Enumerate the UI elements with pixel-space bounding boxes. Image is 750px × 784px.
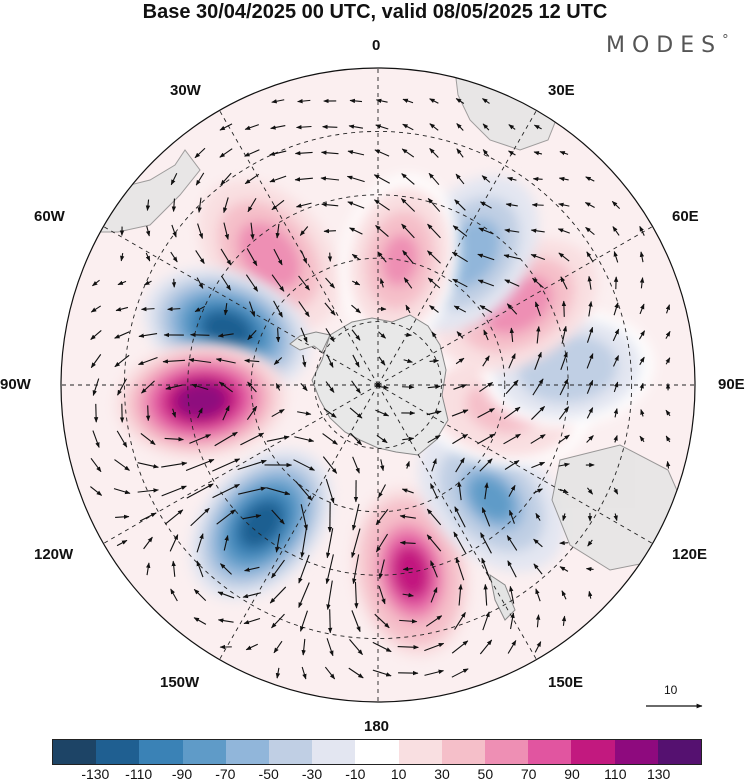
wind-vector <box>174 279 175 287</box>
label-lon-90e: 90E <box>718 376 745 393</box>
colorbar-tick-label: -130 <box>81 766 109 782</box>
label-lon-90w: 90W <box>0 376 31 393</box>
wind-vector <box>323 127 338 128</box>
wind-vector <box>564 301 565 317</box>
colorbar-ticks: -130 -110 -90 -70 -50 -30 -10 10 30 50 70 90 110 130 <box>52 766 702 784</box>
label-lon-30w: 30W <box>170 82 201 99</box>
label-lon-60w: 60W <box>34 208 65 225</box>
wind-vector <box>324 231 336 232</box>
wind-vector <box>168 309 181 310</box>
colorbar-bin <box>53 740 96 764</box>
colorbar-bin <box>485 740 528 764</box>
wind-vector <box>191 335 210 336</box>
label-lon-120e: 120E <box>672 546 707 563</box>
wind-vector <box>141 309 154 310</box>
pole-marker <box>376 383 380 387</box>
colorbar-bin <box>571 740 614 764</box>
colorbar-tick-label: -50 <box>259 766 279 782</box>
colorbar-bin <box>355 740 398 764</box>
colorbar-tick-label: 110 <box>604 766 626 782</box>
colorbar-bin <box>96 740 139 764</box>
wind-vector <box>560 543 568 544</box>
colorbar-bin <box>528 740 571 764</box>
reference-vector-label: 10 <box>664 683 677 697</box>
colorbar-bin <box>139 740 182 764</box>
label-lon-60e: 60E <box>672 208 699 225</box>
wind-vector <box>402 387 414 388</box>
label-lon-30e: 30E <box>548 82 575 99</box>
wind-vector <box>532 205 543 206</box>
wind-vector <box>533 179 542 180</box>
colorbar-bin <box>269 740 312 764</box>
colorbar-bin <box>442 740 485 764</box>
wind-vector <box>148 405 149 420</box>
colorbar-bin <box>312 740 355 764</box>
colorbar-tick-label: -90 <box>172 766 192 782</box>
colorbar-tick-label: 30 <box>434 766 450 782</box>
colorbar-tick-label: -30 <box>302 766 322 782</box>
colorbar-tick-label: 10 <box>391 766 407 782</box>
colorbar-tick-label: 90 <box>564 766 580 782</box>
label-lon-150e: 150E <box>548 674 583 691</box>
colorbar-tick-label: 50 <box>478 766 494 782</box>
label-lon-0: 0 <box>372 37 380 54</box>
colorbar-bin <box>615 740 658 764</box>
colorbar <box>52 739 702 765</box>
colorbar-tick-label: -110 <box>125 766 152 782</box>
colorbar-tick-label: 70 <box>521 766 537 782</box>
colorbar-tick-label: 130 <box>647 766 670 782</box>
colorbar-bin <box>658 740 701 764</box>
colorbar-tick-label: -10 <box>345 766 365 782</box>
label-lon-120w: 120W <box>34 546 73 563</box>
colorbar-bin <box>226 740 269 764</box>
wind-vector <box>278 328 279 342</box>
colorbar-bin <box>183 740 226 764</box>
wind-vector <box>330 609 331 632</box>
colorbar-bin <box>399 740 442 764</box>
colorbar-tick-label: -70 <box>215 766 235 782</box>
wind-vector <box>405 335 412 336</box>
wind-vector <box>330 253 331 262</box>
label-lon-150w: 150W <box>160 674 199 691</box>
label-lon-180: 180 <box>364 718 389 735</box>
